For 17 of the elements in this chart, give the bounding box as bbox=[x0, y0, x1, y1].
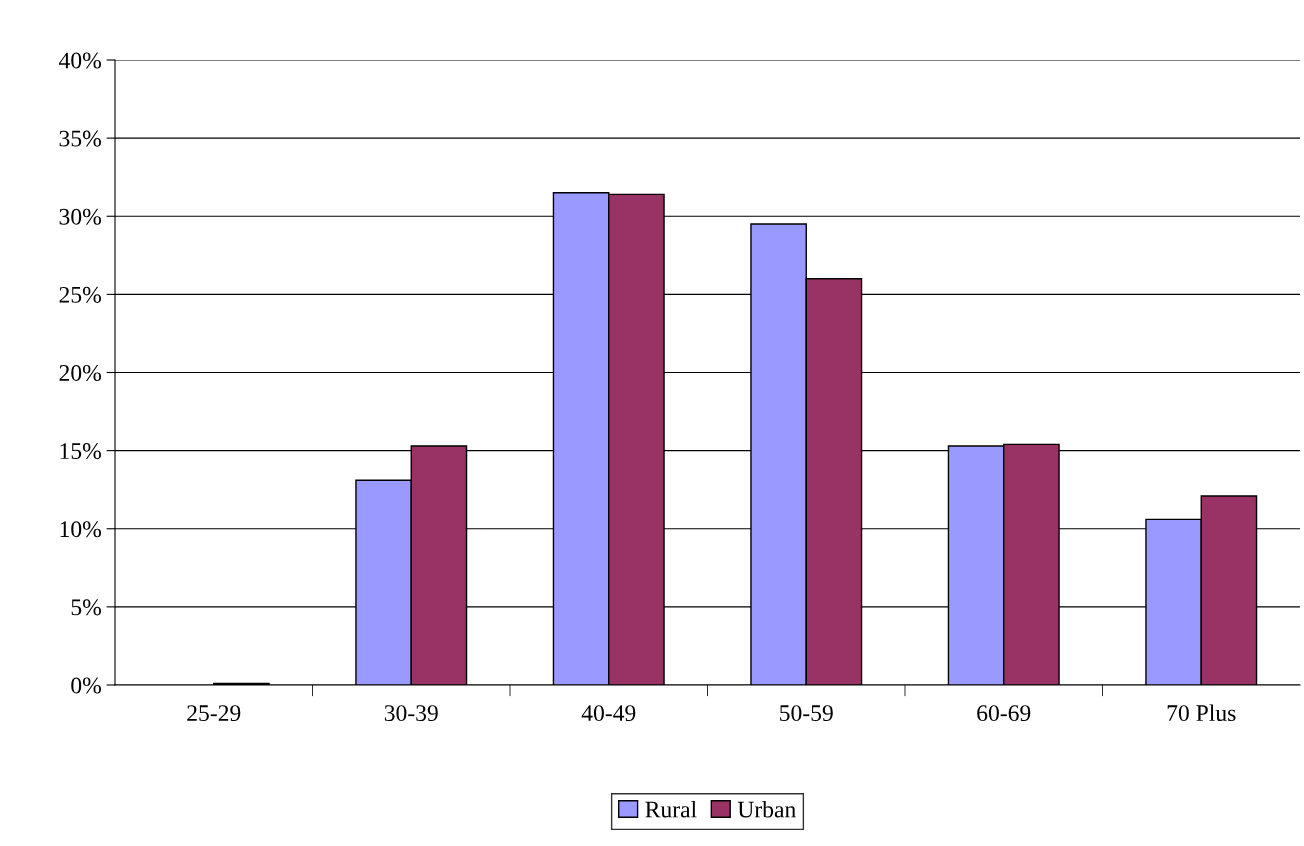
x-tick-label: 25-29 bbox=[187, 705, 241, 722]
y-tick-label: 10% bbox=[60, 521, 101, 538]
legend-label: Urban bbox=[737, 800, 796, 818]
y-tick-label: 5% bbox=[71, 599, 101, 616]
y-tick-label: 25% bbox=[59, 286, 101, 303]
y-tick-label: 15% bbox=[60, 443, 101, 460]
x-tick-label: 30-39 bbox=[384, 705, 438, 722]
x-tick-label: 50-59 bbox=[780, 705, 833, 722]
y-tick-label: 0% bbox=[71, 677, 101, 694]
legend-label: Rural bbox=[645, 800, 697, 818]
x-tick-label: 40-49 bbox=[581, 705, 636, 722]
y-tick-label: 40% bbox=[58, 52, 101, 69]
y-tick-label: 30% bbox=[59, 208, 101, 225]
y-tick-label: 35% bbox=[59, 130, 101, 147]
x-tick-label: 60-69 bbox=[977, 705, 1031, 722]
y-tick-label: 20% bbox=[59, 364, 101, 381]
x-tick-label: 70 Plus bbox=[1167, 704, 1236, 722]
